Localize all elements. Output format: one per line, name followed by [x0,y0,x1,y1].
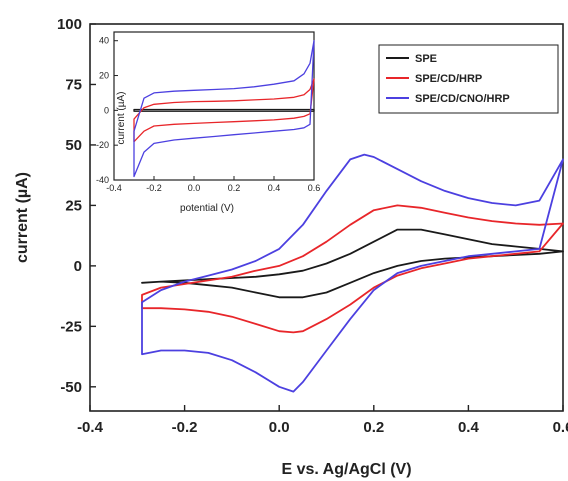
main-y-axis-title: current (µA) [14,172,31,263]
main-x-axis-title: E vs. Ag/AgCl (V) [281,461,411,478]
main-y-tick-label: 50 [65,137,82,154]
inset-x-tick-label: 0.2 [228,183,241,193]
main-y-tick-label: 25 [65,197,82,214]
main-y-tick-label: 0 [74,258,82,275]
inset-y-tick-label: 40 [99,36,109,46]
main-x-tick-label: 0.2 [363,419,384,436]
main-y-tick-label: 100 [57,16,82,33]
main-y-tick-label: -50 [60,379,82,396]
inset-y-tick-label: 0 [104,105,109,115]
main-x-tick-label: 0.0 [269,419,290,436]
main-x-tick-label: 0.4 [458,419,480,436]
legend-label-2: SPE/CD/CNO/HRP [415,93,510,105]
inset-background [114,32,314,180]
main-y-tick-label: -25 [60,318,82,335]
inset-y-tick-label: 20 [99,71,109,81]
inset-y-axis-title: current (µA) [116,92,127,145]
inset-x-tick-label: -0.2 [146,183,162,193]
inset-x-tick-label: 0.6 [308,183,321,193]
main-x-tick-label: 0.6 [553,419,568,436]
inset-x-tick-label: 0.0 [188,183,201,193]
inset-x-tick-label: 0.4 [268,183,281,193]
legend: SPE SPE/CD/HRP SPE/CD/CNO/HRP [379,45,558,113]
legend-label-1: SPE/CD/HRP [415,73,482,85]
main-y-tick-label: 75 [65,76,82,93]
main-x-tick-label: -0.2 [172,419,198,436]
main-x-tick-label: -0.4 [77,419,104,436]
inset-y-tick-label: -20 [96,140,109,150]
inset-y-tick-label: -40 [96,175,109,185]
legend-label-0: SPE [415,53,437,65]
inset-x-axis-title: potential (V) [180,203,234,214]
